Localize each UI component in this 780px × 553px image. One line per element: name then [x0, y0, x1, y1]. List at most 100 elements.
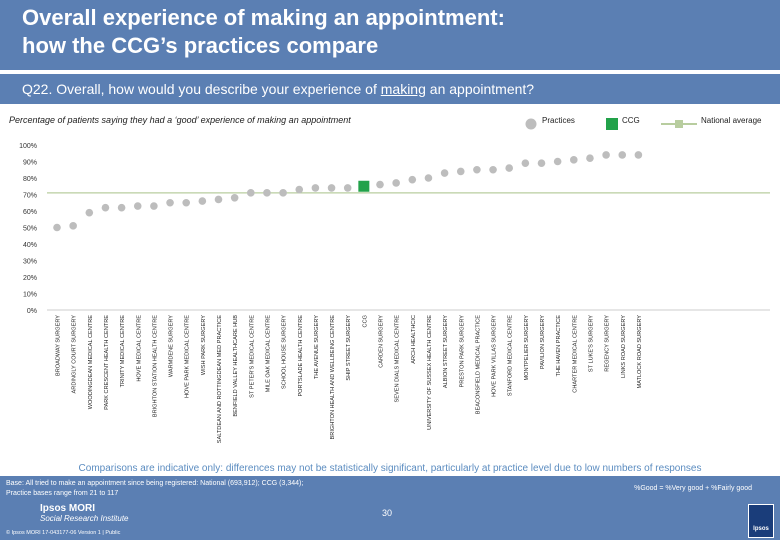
practice-point	[85, 208, 94, 217]
y-tick-label: 40%	[23, 242, 37, 249]
x-tick-label: MONTPELIER SURGERY	[524, 315, 530, 381]
practice-point	[618, 151, 627, 159]
practice-point	[101, 203, 110, 212]
x-tick-label: CHARTER MEDICAL CENTRE	[572, 315, 578, 393]
ipsos-mori-logo-text: Ipsos MORI	[40, 503, 96, 514]
x-tick-label: BENFIELD VALLEY HEALTHCARE HUB	[233, 315, 239, 417]
practice-point	[133, 202, 142, 210]
practice-point	[311, 184, 320, 192]
x-tick-label: HOVE MEDICAL CENTRE	[136, 315, 142, 382]
x-tick-label: BEACONSFIELD MEDICAL PRACTICE	[475, 315, 481, 415]
practice-point	[279, 189, 287, 197]
legend-practices-label: Practices	[542, 116, 575, 125]
x-tick-label: WARMDENE SURGERY	[169, 315, 175, 377]
x-tick-label: SEVEN DIALS MEDICAL CENTRE	[395, 315, 401, 403]
x-tick-label: SHIP STREET SURGERY	[346, 315, 352, 381]
y-tick-label: 50%	[23, 226, 37, 233]
base-note: Base: All tried to make an appointment s…	[6, 479, 366, 499]
x-tick-label: CCG	[362, 315, 368, 327]
chart-subtitle: Percentage of patients saying they had a…	[9, 115, 351, 125]
practice-point	[117, 203, 126, 212]
legend-national-icon	[661, 120, 697, 128]
practice-point	[473, 165, 481, 174]
practice-point	[214, 195, 223, 204]
practice-point	[489, 165, 497, 174]
ccg-marker	[358, 180, 370, 192]
x-tick-label: TRINITY MEDICAL CENTRE	[120, 315, 126, 388]
question-bar: Q22. Overall, how would you describe you…	[0, 74, 780, 104]
practice-point	[376, 180, 384, 189]
x-tick-label: PRESTON PARK SURGERY	[459, 315, 465, 388]
practice-point	[553, 157, 562, 166]
practice-point	[586, 154, 594, 162]
footer-bar: Base: All tried to make an appointment s…	[0, 476, 780, 540]
y-tick-label: 100%	[19, 143, 37, 150]
practice-point	[408, 175, 417, 184]
x-tick-label: WOODINGDEAN MEDICAL CENTRE	[88, 315, 94, 410]
practice-point	[537, 159, 546, 167]
y-tick-label: 0%	[27, 308, 37, 315]
header-bar: Overall experience of making an appointm…	[0, 0, 780, 70]
y-tick-label: 70%	[23, 193, 37, 200]
x-tick-label: PORTSLADE HEALTH CENTRE	[298, 315, 304, 397]
question-text-end: an appointment?	[425, 81, 535, 97]
practice-point	[570, 156, 578, 164]
x-tick-label: PAVILION SURGERY	[540, 315, 546, 369]
practice-point	[53, 223, 61, 232]
x-tick-label: CARDEN SURGERY	[379, 315, 385, 368]
practice-point	[198, 197, 207, 205]
practice-point	[327, 184, 336, 192]
y-tick-label: 10%	[23, 292, 37, 299]
practice-point	[166, 198, 174, 207]
x-tick-label: ALBION STREET SURGERY	[443, 315, 449, 388]
institute-name: Social Research Institute	[40, 514, 129, 523]
page-number: 30	[382, 508, 393, 518]
legend-ccg-label: CCG	[622, 116, 640, 125]
y-tick-label: 30%	[23, 259, 37, 266]
practice-point	[424, 174, 433, 182]
base-line-1: Base: All tried to make an appointment s…	[6, 480, 304, 487]
y-tick-label: 90%	[23, 160, 37, 167]
good-definition: %Good = %Very good + %Fairly good	[634, 485, 752, 492]
practice-point	[69, 222, 77, 230]
x-tick-label: THE AVENUE SURGERY	[314, 315, 320, 379]
x-tick-label: ARDINGLY COURT SURGERY	[72, 315, 78, 394]
practice-point	[440, 169, 449, 177]
legend-national-label: National average	[701, 116, 762, 125]
x-tick-label: LINKS ROAD SURGERY	[621, 315, 627, 378]
practice-point	[634, 151, 643, 159]
x-tick-label: HOVE PARK VILLAS SURGERY	[492, 315, 498, 397]
y-tick-label: 20%	[23, 275, 37, 282]
question-text: Q22. Overall, how would you describe you…	[22, 81, 534, 97]
practice-point	[230, 194, 239, 202]
x-tick-label: WISH PARK SURGERY	[201, 315, 207, 375]
ipsos-logo: Ipsos	[748, 504, 774, 538]
y-tick-label: 60%	[23, 209, 37, 216]
appointment-experience-chart: 0% 10% 20% 30% 40% 50% 60% 70% 80% 90% 100% BROADWA…	[19, 143, 770, 444]
title-line-1: Overall experience of making an appointm…	[22, 5, 505, 30]
x-tick-label: PARK CRESCENT HEALTH CENTRE	[104, 315, 110, 410]
y-tick-label: 80%	[23, 176, 37, 183]
question-text-start: Q22. Overall, how would you describe you…	[22, 81, 381, 97]
legend-ccg-icon	[606, 118, 618, 130]
x-tick-label: BRIGHTON STATION HEALTH CENTRE	[152, 315, 158, 417]
practice-point	[521, 159, 530, 167]
practice-point	[247, 189, 255, 197]
x-tick-label: MATLOCK ROAD SURGERY	[637, 315, 643, 389]
practice-point	[182, 198, 190, 207]
copyright-text: © Ipsos MORI 17-043177-06 Version 1 | Pu…	[6, 530, 121, 536]
x-tick-label: MILE OAK MEDICAL CENTRE	[265, 315, 271, 392]
x-tick-label: REGENCY SURGERY	[605, 315, 611, 372]
x-tick-label: BRIGHTON HEALTH AND WELLBEING CENTRE	[330, 315, 336, 440]
title-line-2: how the CCG’s practices compare	[22, 33, 379, 58]
x-tick-label: THE HAVEN PRACTICE	[556, 315, 562, 377]
x-tick-label: UNIVERSITY OF SUSSEX HEALTH CENTRE	[427, 315, 433, 430]
practice-point	[505, 164, 513, 172]
question-text-underlined: making	[380, 81, 426, 97]
x-tick-label: STANFORD MEDICAL CENTRE	[508, 315, 514, 396]
base-line-2: Practice bases range from 21 to 117	[6, 490, 119, 497]
x-tick-label: HOVE PARK MEDICAL CENTRE	[185, 315, 191, 398]
page-title: Overall experience of making an appointm…	[22, 4, 762, 60]
x-tick-label: BROADWAY SURGERY	[56, 315, 62, 376]
x-tick-label: SALTDEAN AND ROTTINGDEAN MED PRACTICE	[217, 315, 223, 444]
